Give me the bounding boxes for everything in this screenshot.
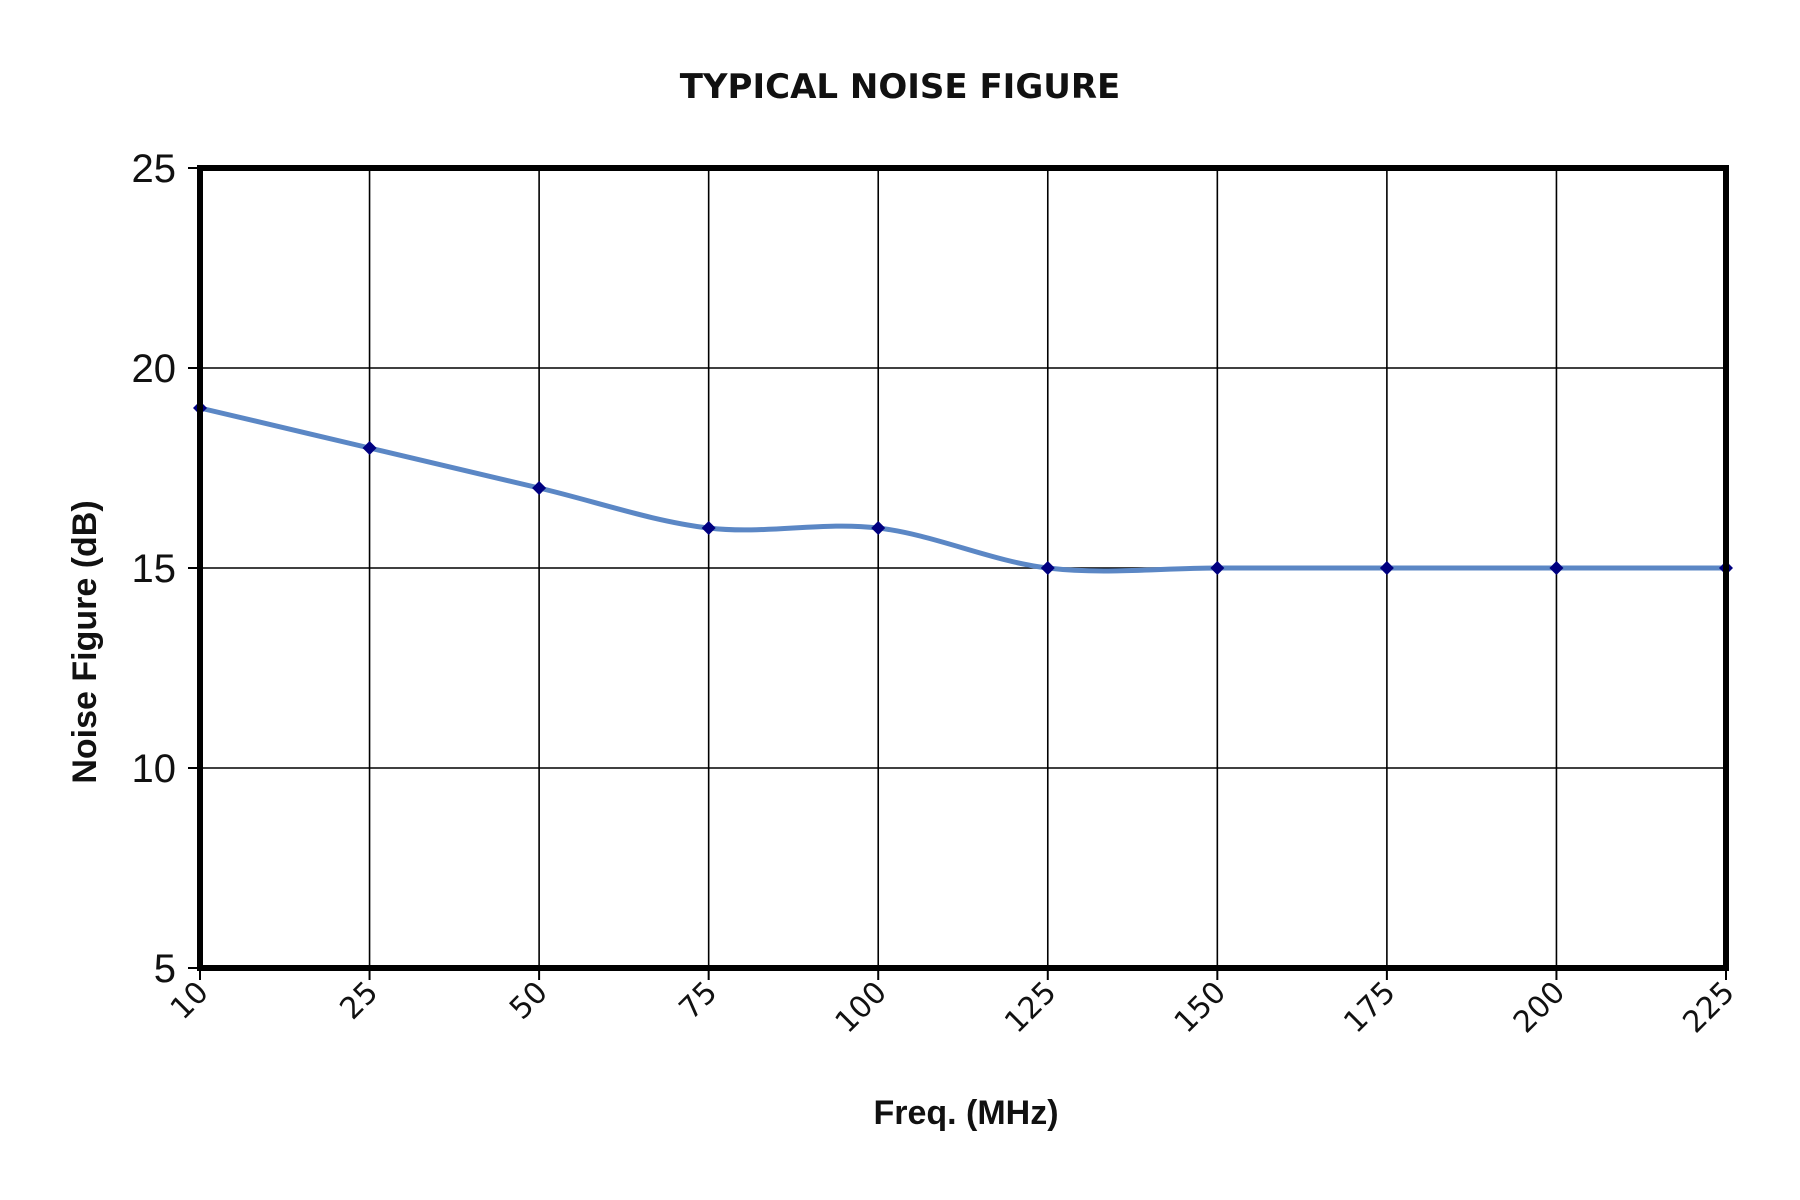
data-point-marker: [701, 521, 716, 535]
y-tick-label: 25: [132, 147, 177, 191]
data-point-marker: [362, 441, 377, 455]
data-point-marker: [1210, 561, 1225, 575]
series-line: [197, 405, 1729, 574]
chart-title: TYPICAL NOISE FIGURE: [680, 67, 1121, 107]
data-point-marker: [1379, 561, 1394, 575]
data-point-marker: [1040, 561, 1055, 575]
y-tick-label: 10: [132, 747, 177, 791]
x-axis-label: Freq. (MHz): [873, 1094, 1058, 1132]
data-point-marker: [532, 481, 547, 495]
y-tick-label: 5: [154, 947, 176, 991]
data-point-marker: [1549, 561, 1564, 575]
y-axis-ticks: 5 10 15 20 25: [132, 147, 200, 991]
plot-frame: [197, 165, 1729, 971]
y-axis-label: Noise Figure (dB): [66, 500, 104, 783]
plot-frame-layer: [197, 165, 1729, 971]
y-tick-label: 20: [132, 347, 177, 391]
data-point-marker: [871, 521, 886, 535]
y-tick-label: 15: [132, 547, 177, 591]
